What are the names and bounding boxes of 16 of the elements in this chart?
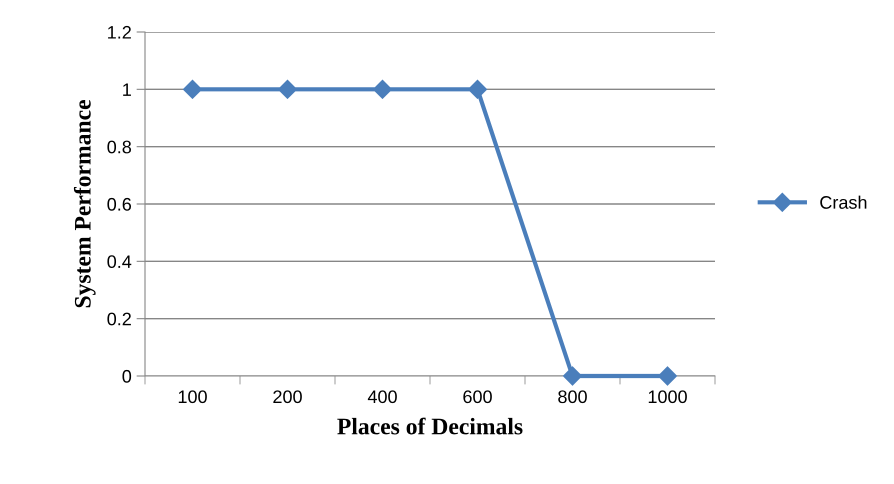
y-axis-title: System Performance [74,100,96,308]
x-tick-label: 600 [463,390,492,404]
y-tick-label: 1 [123,83,131,96]
x-tick-label: 100 [178,390,207,404]
x-tick-label: 800 [558,390,587,404]
y-tick-label: 0 [122,370,132,383]
y-tick-label: 0.6 [107,198,132,211]
x-tick-label: 400 [368,390,397,404]
y-tick-label: 0.2 [107,312,131,326]
y-tick-label: 0.4 [107,255,132,268]
y-tick-label: 1.2 [108,26,131,39]
x-tick-label: 200 [273,390,302,404]
y-tick-label: 0.8 [107,140,132,154]
x-tick-label: 1000 [648,390,687,404]
legend-label: Crash [820,196,866,209]
x-axis-title: Places of Decimals [337,418,523,434]
